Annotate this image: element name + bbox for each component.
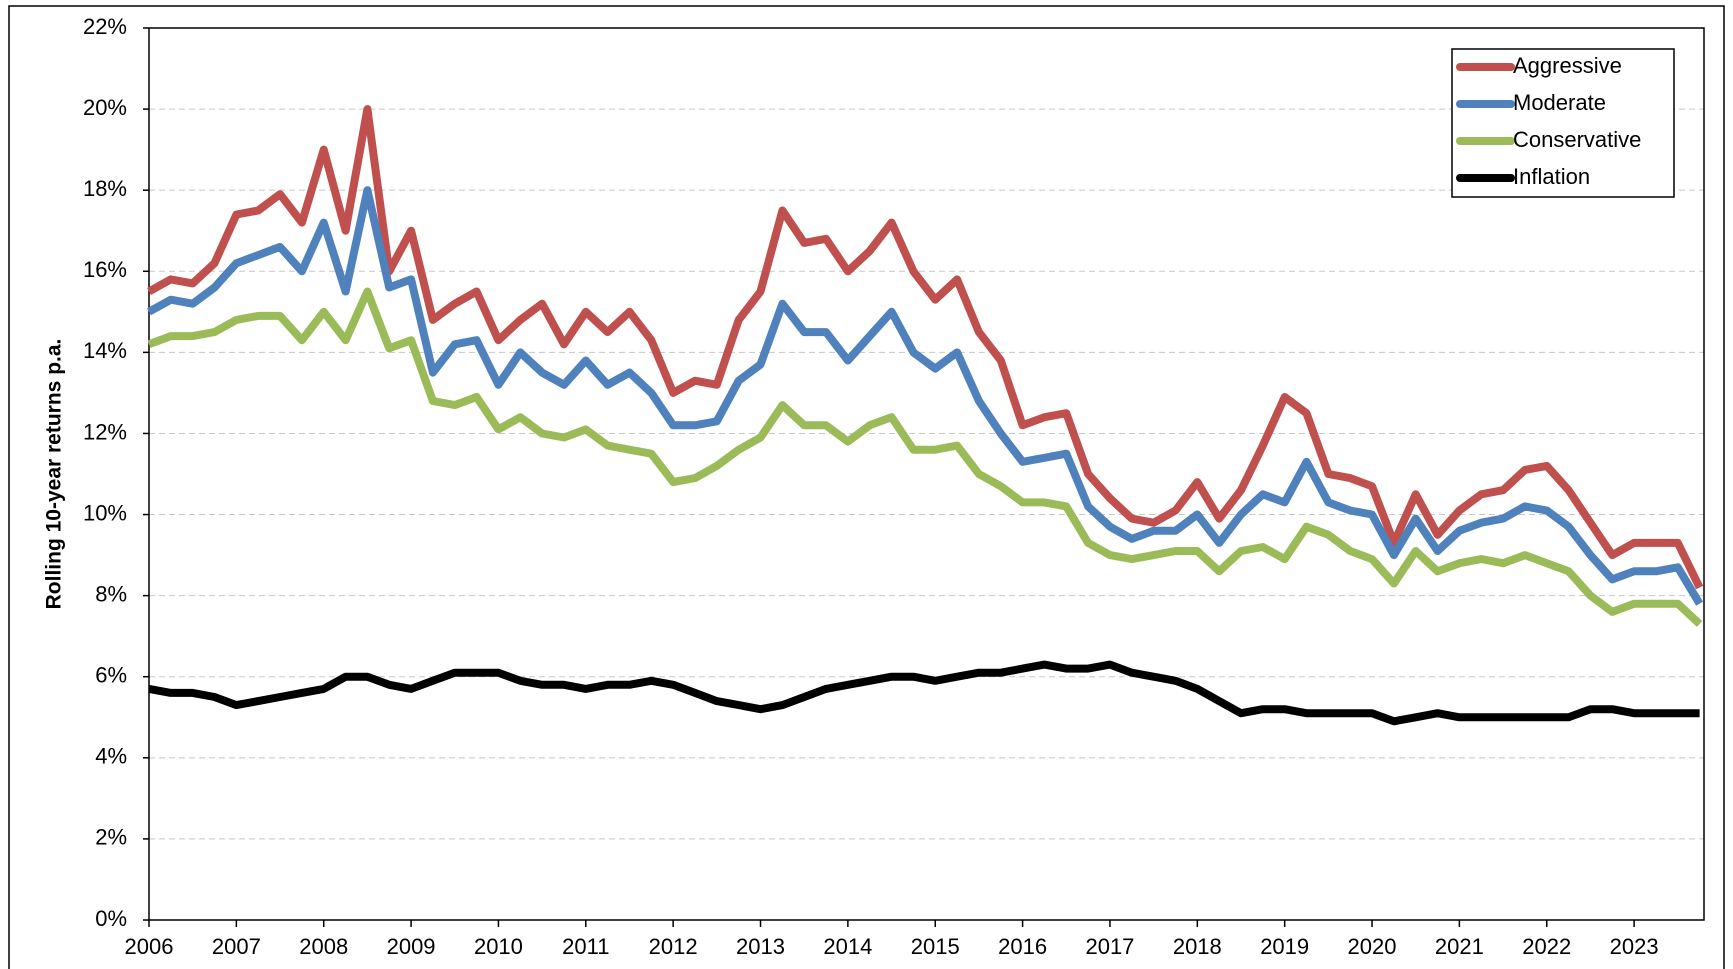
- x-tick-label: 2012: [649, 934, 698, 959]
- y-tick-label: 20%: [83, 95, 127, 120]
- x-tick-label: 2006: [125, 934, 174, 959]
- x-tick-label: 2016: [998, 934, 1047, 959]
- y-tick-label: 8%: [95, 581, 127, 606]
- x-tick-label: 2018: [1173, 934, 1222, 959]
- x-tick-label: 2019: [1260, 934, 1309, 959]
- y-tick-label: 0%: [95, 906, 127, 931]
- series-line: [147, 186, 1704, 606]
- x-tick-label: 2023: [1610, 934, 1659, 959]
- legend-label: Moderate: [1513, 90, 1606, 115]
- y-tick-label: 18%: [83, 176, 127, 201]
- x-tick-label: 2008: [299, 934, 348, 959]
- legend-label: Inflation: [1513, 164, 1590, 189]
- y-tick-label: 6%: [95, 663, 127, 688]
- x-tick-label: 2010: [474, 934, 523, 959]
- y-tick-label: 2%: [95, 825, 127, 850]
- y-tick-label: 10%: [83, 500, 127, 525]
- legend-label: Conservative: [1513, 127, 1641, 152]
- y-axis-title: Rolling 10-year returns p.a.: [43, 339, 66, 610]
- x-tick-label: 2015: [911, 934, 960, 959]
- x-tick-label: 2017: [1085, 934, 1134, 959]
- y-tick-label: 22%: [83, 14, 127, 39]
- plot-area: [148, 27, 1705, 921]
- x-tick-label: 2009: [387, 934, 436, 959]
- y-tick-label: 12%: [83, 419, 127, 444]
- chart-frame: [8, 5, 1725, 969]
- x-tick-label: 2022: [1522, 934, 1571, 959]
- y-tick-label: 4%: [95, 744, 127, 769]
- y-tick-label: 16%: [83, 257, 127, 282]
- series-line: [147, 287, 1703, 627]
- series-line: [147, 105, 1704, 590]
- x-tick-label: 2007: [212, 934, 261, 959]
- x-tick-label: 2011: [562, 934, 609, 959]
- legend-box: [1451, 48, 1675, 198]
- x-tick-label: 2014: [823, 934, 872, 959]
- x-tick-label: 2013: [736, 934, 785, 959]
- x-tick-label: 2020: [1348, 934, 1397, 959]
- y-tick-label: 14%: [83, 338, 127, 363]
- legend-label: Aggressive: [1513, 53, 1622, 78]
- x-tick-label: 2021: [1435, 934, 1484, 959]
- series-line: [148, 660, 1700, 726]
